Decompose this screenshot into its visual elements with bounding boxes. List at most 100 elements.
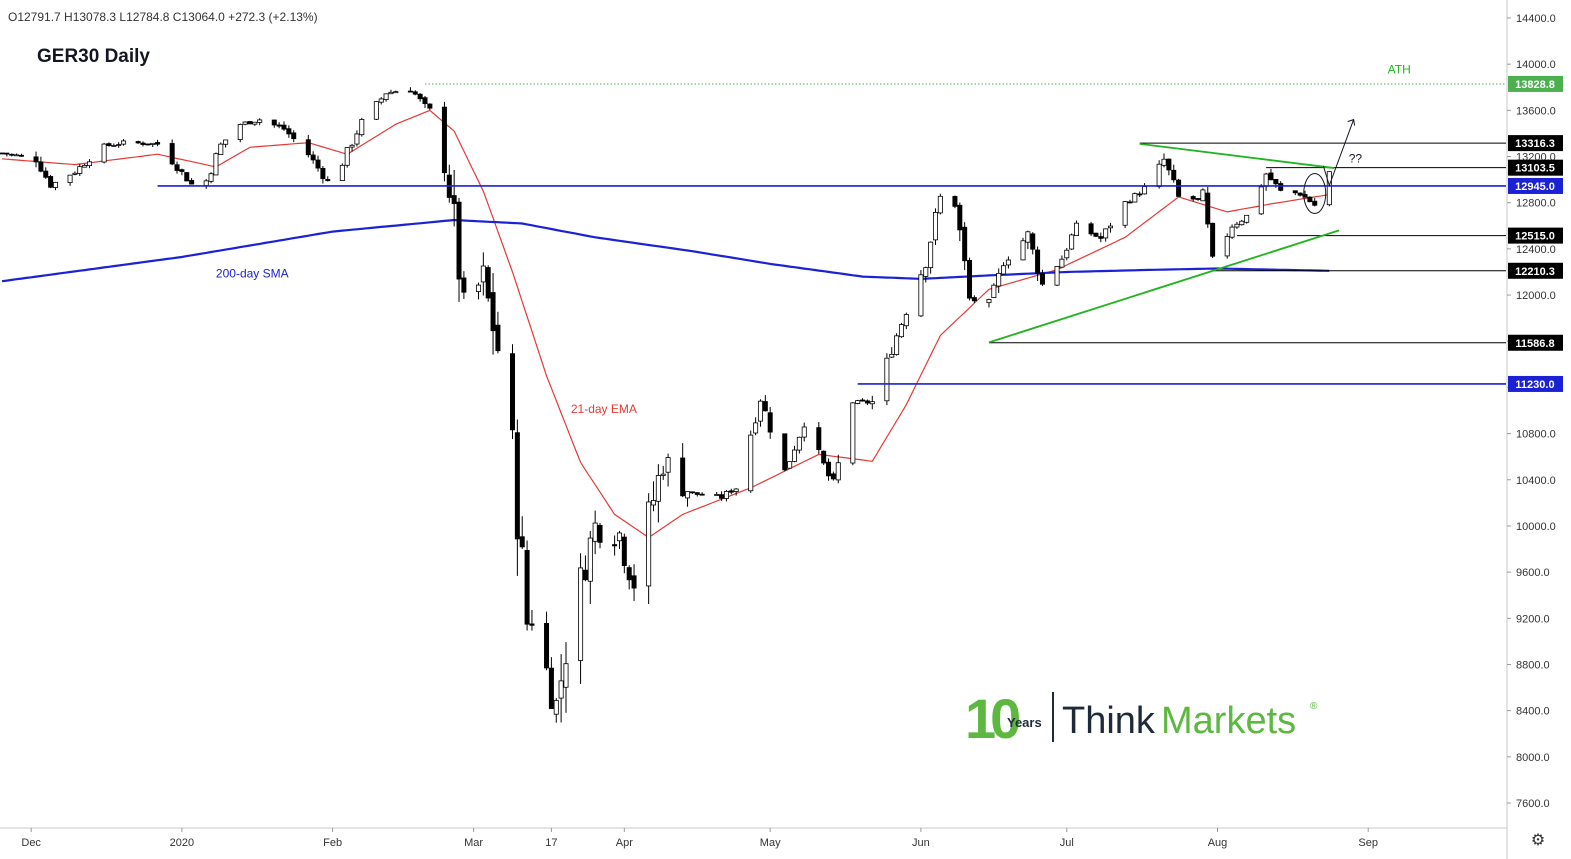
candle-body: [1035, 249, 1041, 274]
candle: [1001, 262, 1007, 275]
y-tick-label: 12800.0: [1516, 198, 1556, 210]
ohlc-readout: O12791.7 H13078.3 L12784.8 C13064.0 +272…: [8, 10, 318, 24]
candle-body: [962, 226, 968, 262]
candle-body: [821, 450, 827, 464]
logo-brand-markets: Markets: [1161, 700, 1296, 742]
candle-body: [77, 166, 83, 174]
candle: [612, 535, 618, 556]
candle-body: [179, 169, 185, 172]
candle: [485, 265, 491, 302]
bullish-arrow: [1322, 119, 1355, 187]
candle-body: [986, 299, 992, 304]
candle-body: [1205, 192, 1211, 225]
candle-body: [271, 119, 277, 126]
level-badge-label: 12945.0: [1515, 181, 1555, 193]
candle-body: [1020, 240, 1026, 261]
candle-body: [1073, 222, 1079, 237]
candle: [1039, 269, 1045, 286]
candle-body: [1108, 225, 1114, 229]
candle: [101, 142, 107, 164]
candle-body: [1297, 192, 1303, 196]
candle-body: [1244, 214, 1250, 223]
candle-body: [495, 324, 501, 352]
candle-body: [578, 567, 584, 661]
candle-body: [1200, 189, 1206, 202]
candle-body: [213, 153, 219, 176]
candle: [325, 176, 331, 182]
candle: [461, 271, 467, 300]
candle-body: [9, 153, 15, 156]
candle-body: [685, 491, 691, 499]
candle: [1258, 184, 1264, 215]
x-tick-label: Feb: [323, 837, 342, 849]
candle-body: [320, 167, 326, 180]
candle-body: [67, 174, 73, 184]
candle: [767, 406, 773, 439]
candle-body: [514, 432, 520, 540]
candle: [475, 282, 481, 300]
candle: [213, 152, 219, 176]
candle-body: [563, 663, 569, 688]
y-tick-label: 8000.0: [1516, 752, 1550, 764]
candle-body: [762, 401, 768, 412]
candle-body: [441, 106, 447, 174]
candle-body: [242, 121, 248, 125]
level-badge-label: 12210.3: [1515, 266, 1555, 278]
candle-body: [1025, 231, 1031, 243]
x-tick-label: May: [760, 837, 781, 849]
candle: [816, 422, 822, 454]
candle-body: [646, 501, 652, 587]
level-badge: [1508, 227, 1563, 244]
candle-body: [1059, 258, 1065, 268]
candle: [1292, 190, 1298, 196]
candle-body: [1142, 186, 1148, 195]
candle-body: [169, 143, 175, 165]
candle: [145, 143, 151, 146]
candle-body: [991, 284, 997, 298]
candle-body: [1273, 178, 1279, 185]
y-tick-label: 7600.0: [1516, 798, 1550, 810]
candle: [9, 153, 15, 157]
candle: [918, 270, 924, 318]
candle-body: [208, 173, 214, 182]
candle-body: [1195, 198, 1201, 200]
candle-body: [1064, 249, 1070, 259]
candle-body: [719, 494, 725, 499]
candle: [514, 419, 520, 576]
x-tick-label: Apr: [616, 837, 633, 849]
candle: [787, 461, 793, 469]
candle: [247, 121, 253, 125]
candle: [237, 123, 243, 143]
chart-title: GER30 Daily: [37, 46, 150, 67]
candle-body: [519, 536, 525, 548]
candle: [821, 450, 827, 466]
candle: [52, 181, 58, 191]
candle-body: [714, 494, 720, 496]
candle: [48, 174, 54, 189]
candle-body: [860, 399, 866, 402]
y-tick-label: 14000.0: [1516, 59, 1556, 71]
candle: [850, 402, 856, 466]
candle-body: [480, 265, 486, 283]
gear-icon[interactable]: ⚙: [1530, 830, 1546, 849]
candle-body: [903, 314, 909, 327]
candle-body: [1132, 193, 1138, 203]
candle: [441, 101, 447, 182]
candle: [694, 492, 700, 497]
candle-body: [631, 575, 637, 589]
candle: [339, 163, 345, 181]
candle: [646, 493, 652, 605]
candle-body: [529, 623, 535, 626]
candle: [1005, 256, 1011, 269]
candle: [597, 523, 603, 549]
candle-body: [354, 133, 360, 145]
annotation-label: 200-day SMA: [216, 267, 289, 281]
candle-body: [1224, 235, 1230, 257]
candle-body: [655, 475, 661, 502]
candle-body: [305, 139, 311, 156]
candle-body: [733, 488, 739, 492]
candle: [524, 540, 530, 631]
level-badge: [1508, 159, 1563, 176]
x-tick-label: Jun: [912, 837, 930, 849]
